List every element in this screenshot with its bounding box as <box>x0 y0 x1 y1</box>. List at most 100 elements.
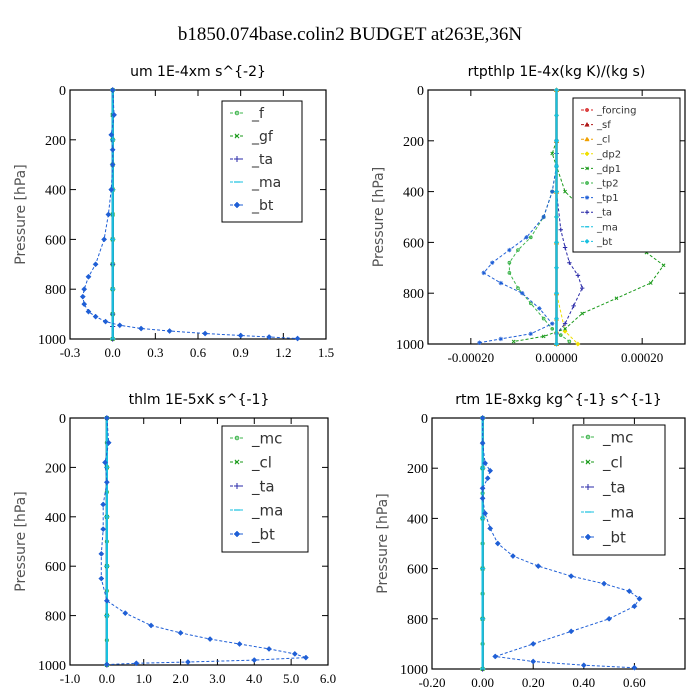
data-point <box>553 87 560 93</box>
data-point <box>507 247 512 253</box>
data-point <box>477 340 482 345</box>
legend-marker <box>584 238 590 244</box>
data-point <box>103 661 110 668</box>
data-point <box>558 333 563 337</box>
legend-label: _mc <box>602 428 633 447</box>
legend: _forcing _sf _cl _dp2 _dp1 _tp2 _tp1 _ta _ma _bt <box>572 97 681 253</box>
data-point <box>103 415 110 421</box>
data-point <box>530 640 537 647</box>
legend-marker <box>234 459 240 465</box>
x-tick-label: 6.0 <box>320 671 336 686</box>
data-point <box>202 330 209 337</box>
y-tick-label: 0 <box>59 84 66 99</box>
panel-title: um 1E-4xm s^{-2} <box>130 64 266 80</box>
data-point <box>109 87 116 93</box>
legend-label: _bt <box>602 528 626 547</box>
legend-label: _cl <box>596 135 610 146</box>
panel-3: thlm 1E-5xK s^{-1} Pressure [hPa] 0 200 400 6… <box>13 392 336 686</box>
y-tick-label: 400 <box>45 511 66 526</box>
x-tick-label: 0.00000 <box>535 350 577 365</box>
data-point <box>492 653 499 660</box>
data-point <box>133 660 140 667</box>
x-tick-label: 0.3 <box>147 345 163 360</box>
data-point <box>516 248 520 252</box>
data-point <box>103 479 110 486</box>
data-point <box>482 460 489 467</box>
legend-marker <box>584 533 592 541</box>
y-tick-label: 600 <box>403 236 424 251</box>
data-point <box>479 415 486 421</box>
data-point <box>614 296 619 301</box>
legend-marker <box>234 156 240 162</box>
data-point <box>100 501 107 508</box>
data-point <box>537 306 542 311</box>
data-point <box>553 316 560 322</box>
y-tick-label: 200 <box>403 135 424 150</box>
data-point <box>580 662 587 669</box>
y-tick-label: 800 <box>407 613 428 628</box>
data-point <box>481 270 486 276</box>
y-axis-label: Pressure [hPa] <box>13 491 29 591</box>
data-point <box>553 239 560 245</box>
legend-label: _dp1 <box>596 164 621 175</box>
legend-marker <box>584 210 590 215</box>
x-tick-label: -0.20 <box>418 675 445 690</box>
legend-marker <box>585 166 589 171</box>
data-point <box>487 525 494 532</box>
y-tick-label: 200 <box>407 462 428 477</box>
x-tick-label: 5.0 <box>283 671 299 686</box>
legend-marker <box>233 530 241 538</box>
series-bt <box>98 415 309 668</box>
data-point <box>490 260 495 265</box>
y-tick-label: 1000 <box>400 663 428 678</box>
data-point <box>291 650 298 657</box>
data-point <box>294 335 301 342</box>
data-point <box>108 186 115 193</box>
data-point <box>553 290 560 296</box>
data-point <box>541 316 546 321</box>
data-point <box>101 236 108 243</box>
data-point <box>528 301 533 306</box>
x-tick-label: 0.60 <box>623 675 646 690</box>
x-tick-label: 1.0 <box>136 671 152 686</box>
data-point <box>166 328 173 334</box>
legend-label: _bt <box>596 237 612 248</box>
x-tick-label: 0.00020 <box>621 350 663 365</box>
data-point <box>266 334 273 340</box>
data-point <box>479 495 486 502</box>
panel-title: thlm 1E-5xK s^{-1} <box>129 392 270 408</box>
legend: _mc _cl _ta _ma _bt <box>572 424 666 556</box>
data-point <box>528 235 533 240</box>
data-point <box>98 575 105 582</box>
data-point <box>530 658 537 665</box>
y-tick-label: 200 <box>45 134 66 149</box>
data-point <box>236 641 243 647</box>
data-point <box>100 526 107 533</box>
data-point <box>484 475 491 482</box>
data-point <box>479 485 486 492</box>
legend-marker <box>585 434 591 440</box>
legend-label: _ma <box>251 501 283 520</box>
x-tick-label: 1.5 <box>318 345 334 360</box>
y-tick-label: 1000 <box>38 659 66 674</box>
legend-marker <box>584 151 590 157</box>
panel-2: rtpthlp 1E-4x(kg K)/(kg s) Pressure [hPa]… <box>371 64 686 365</box>
data-point <box>498 280 504 286</box>
panel-title: rtpthlp 1E-4x(kg K)/(kg s) <box>468 64 646 80</box>
data-point <box>487 467 494 474</box>
data-point <box>550 189 555 194</box>
data-point <box>122 610 129 617</box>
x-tick-label: 0.9 <box>233 345 249 360</box>
data-point <box>98 550 105 557</box>
legend-label: _ma <box>596 222 618 233</box>
data-point <box>105 439 112 446</box>
data-point <box>568 573 575 580</box>
y-tick-label: 600 <box>407 563 428 578</box>
data-point <box>148 622 155 629</box>
data-point <box>479 440 486 447</box>
y-axis-label: Pressure [hPa] <box>13 164 29 264</box>
data-point <box>520 291 525 296</box>
data-point <box>237 332 244 339</box>
legend-marker <box>584 121 590 127</box>
legend-marker <box>234 133 240 139</box>
